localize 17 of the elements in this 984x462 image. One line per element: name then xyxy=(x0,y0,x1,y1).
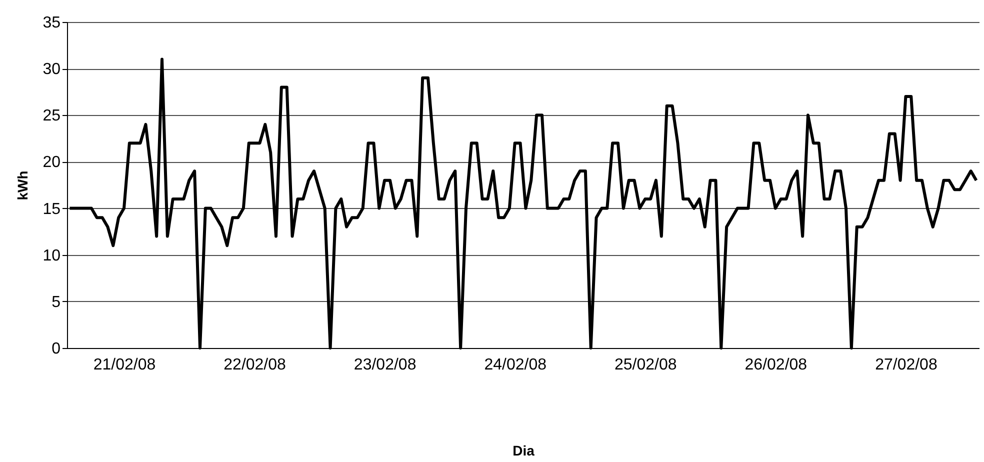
x-tick-label: 23/02/08 xyxy=(354,356,416,374)
x-tick-label: 21/02/08 xyxy=(93,356,156,374)
y-tick-label: 0 xyxy=(52,340,61,358)
x-tick-label: 22/02/08 xyxy=(224,356,286,374)
y-tick-label: 20 xyxy=(42,154,61,172)
x-tick-label: 26/02/08 xyxy=(744,356,808,374)
x-tick-label: 25/02/08 xyxy=(614,356,677,374)
y-tick-label: 10 xyxy=(42,247,61,264)
y-tick-label: 15 xyxy=(42,200,61,218)
x-tick-label: 27/02/08 xyxy=(875,356,938,374)
y-tick-label: 25 xyxy=(42,108,61,125)
y-axis-title: kWh xyxy=(14,170,31,200)
x-tick-label: 24/02/08 xyxy=(484,356,547,374)
y-tick-label: 35 xyxy=(42,14,61,32)
y-tick-label: 5 xyxy=(52,294,61,311)
x-axis-title: Dia xyxy=(512,442,535,458)
y-tick-label: 30 xyxy=(42,61,61,78)
